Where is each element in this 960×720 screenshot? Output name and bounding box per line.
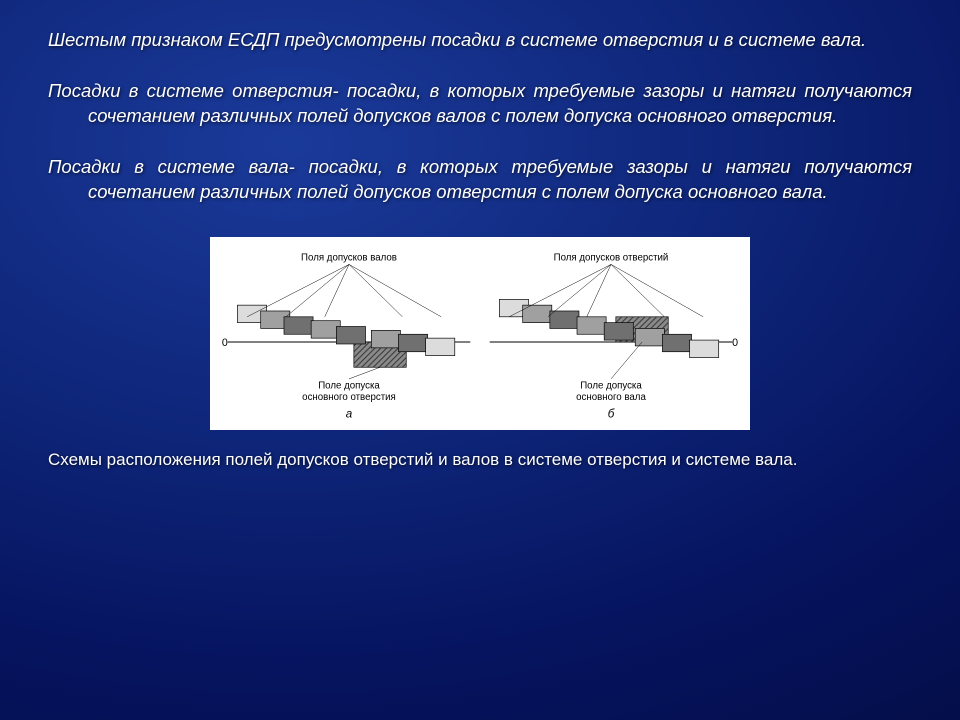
svg-text:основного отверстия: основного отверстия — [302, 392, 396, 403]
svg-text:б: б — [608, 408, 615, 420]
svg-text:основного вала: основного вала — [576, 392, 646, 403]
paragraph-3: Посадки в системе вала- посадки, в котор… — [48, 155, 912, 205]
svg-text:0: 0 — [732, 337, 738, 349]
paragraph-2: Посадки в системе отверстия- посадки, в … — [48, 79, 912, 129]
svg-text:Поля допусков валов: Поля допусков валов — [301, 252, 397, 263]
svg-text:0: 0 — [222, 337, 228, 349]
svg-text:Поле допуска: Поле допуска — [580, 380, 642, 391]
tolerance-diagram: 00Поля допусков валовПоле допускаосновно… — [210, 237, 750, 430]
svg-text:Поле допуска: Поле допуска — [318, 380, 380, 391]
svg-text:а: а — [346, 408, 353, 420]
figure-caption: Схемы расположения полей допусков отверс… — [48, 448, 912, 472]
paragraph-1: Шестым признаком ЕСДП предусмотрены поса… — [48, 28, 912, 53]
svg-text:Поля допусков отверстий: Поля допусков отверстий — [554, 252, 669, 263]
